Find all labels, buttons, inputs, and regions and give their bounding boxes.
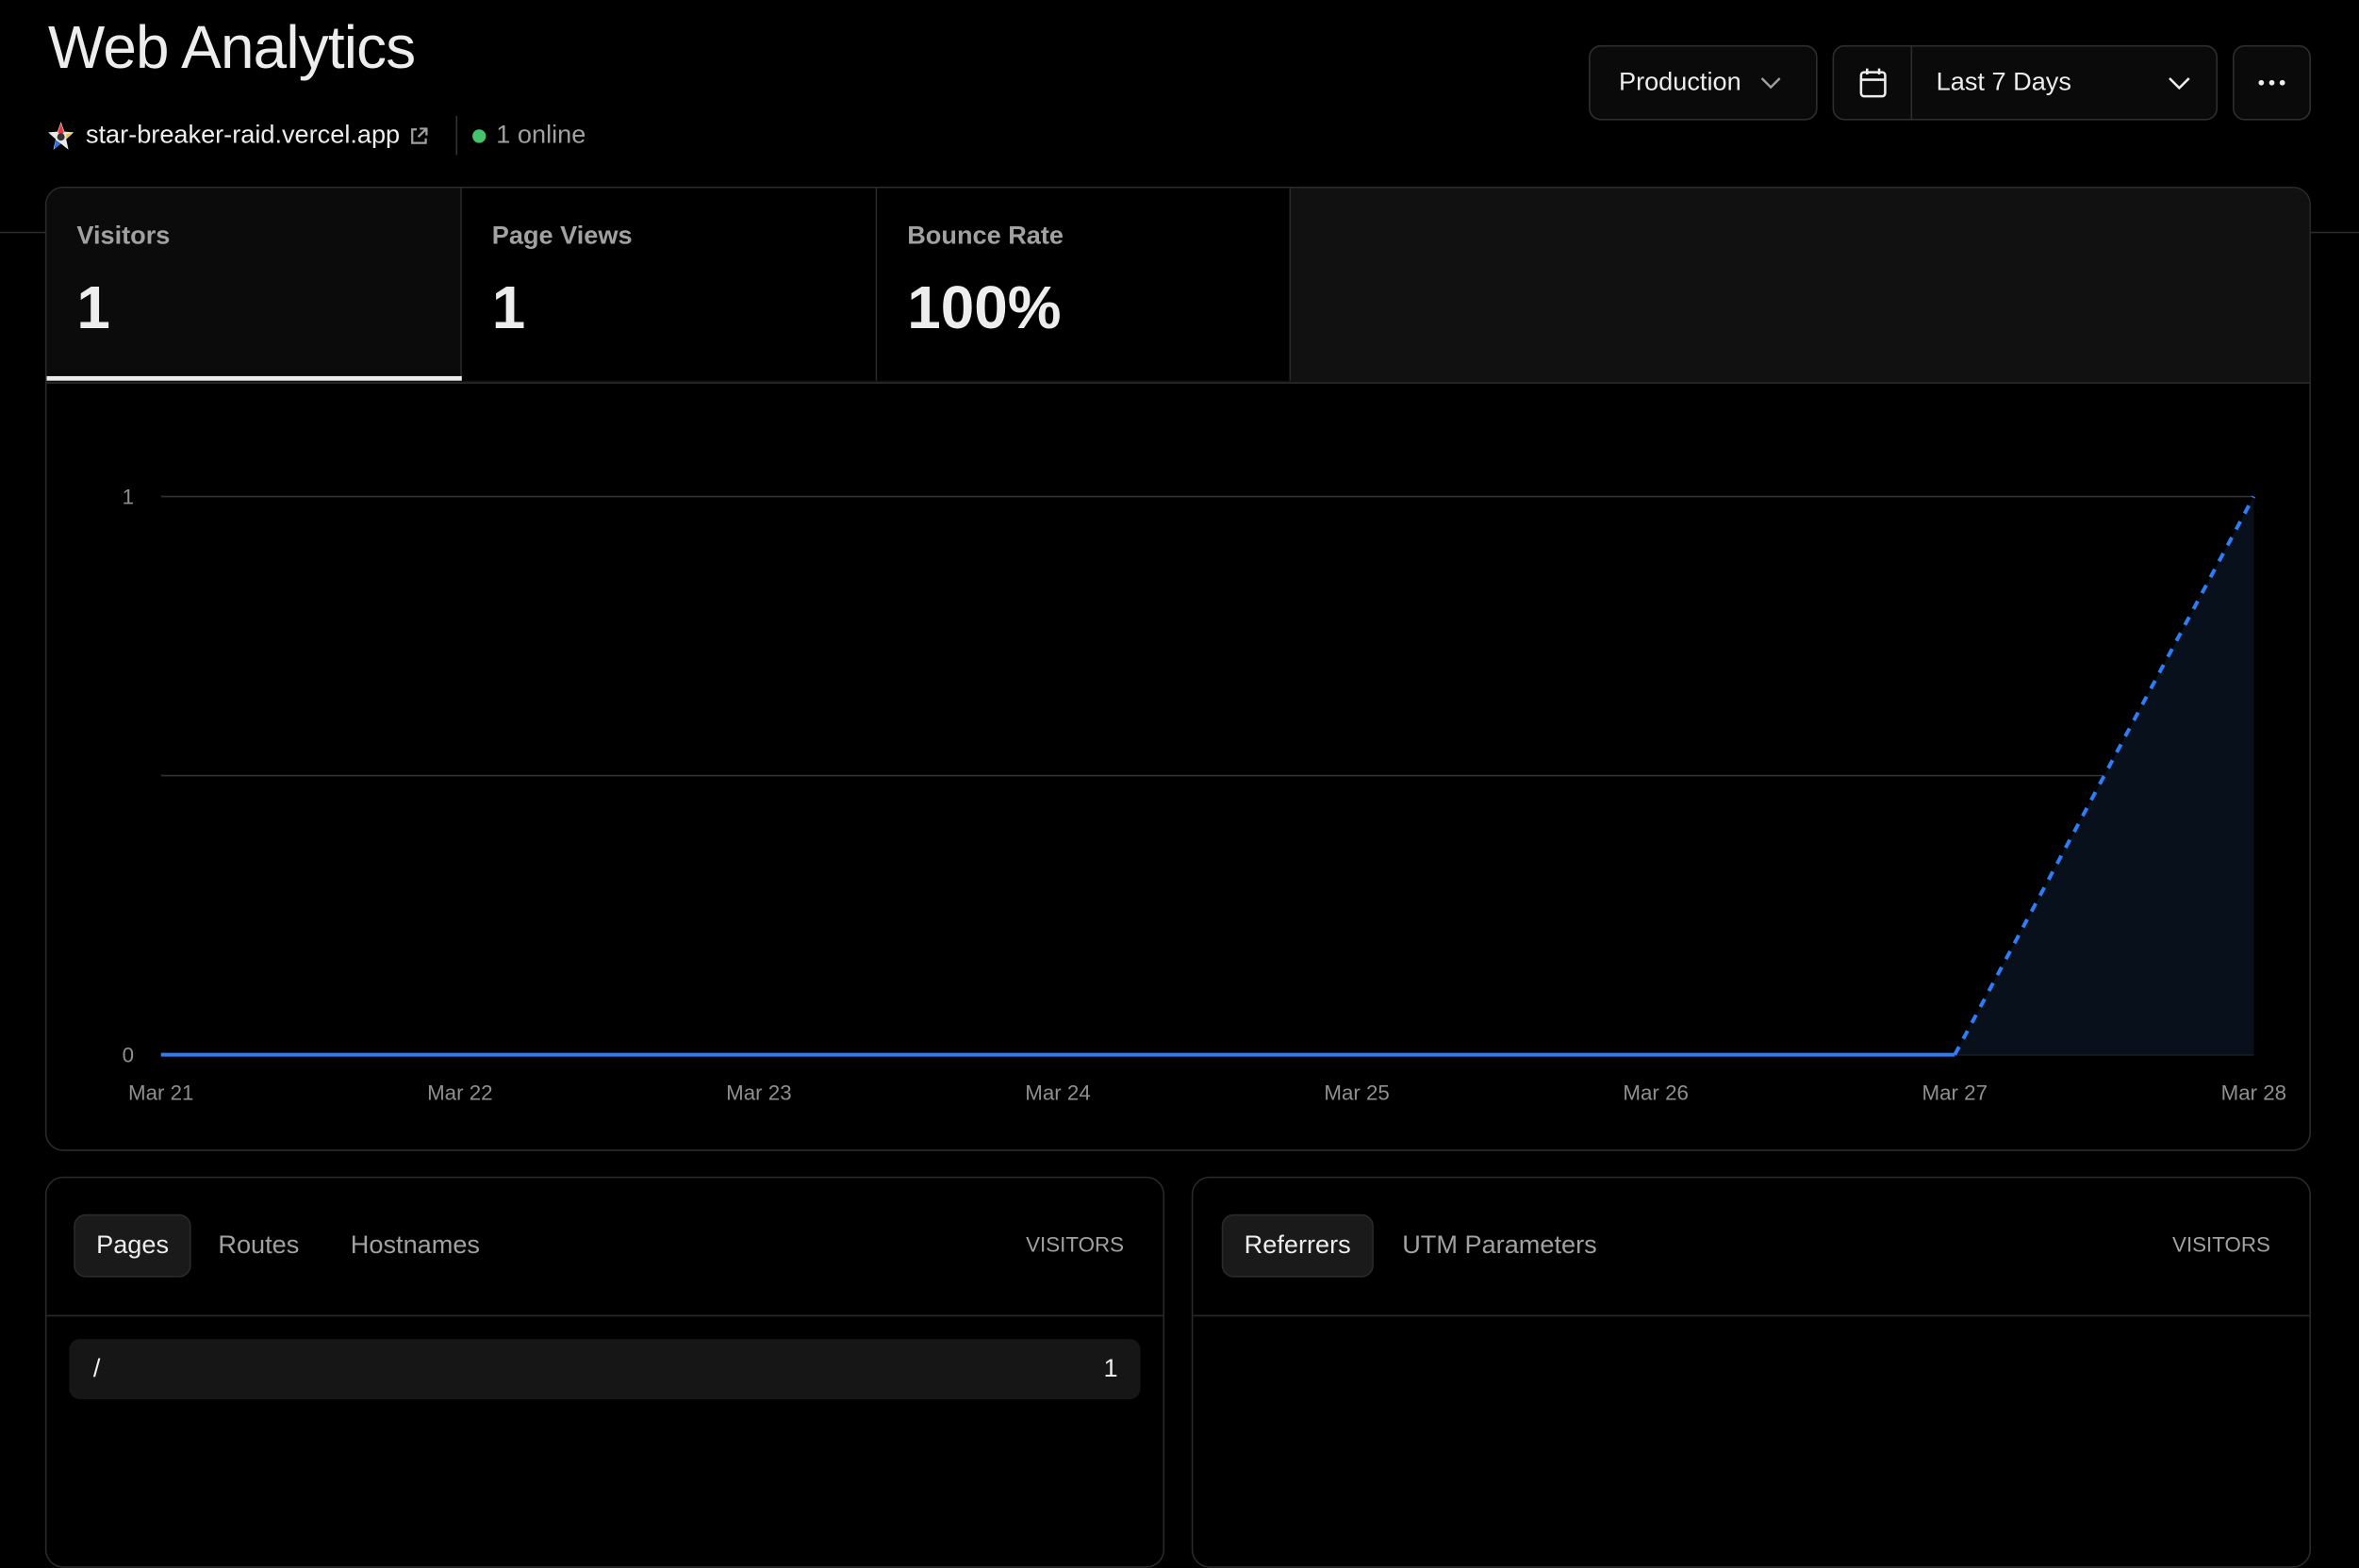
analytics-card: Visitors 1 Page Views 1 Bounce Rate 100%… bbox=[44, 186, 2311, 1151]
tab-pages[interactable]: Pages bbox=[74, 1213, 191, 1278]
metric-label: Bounce Rate bbox=[907, 221, 1064, 250]
y-tick-label: 1 bbox=[123, 486, 134, 509]
metric-value: 100% bbox=[907, 275, 1062, 342]
x-tick-label: Mar 23 bbox=[726, 1081, 792, 1104]
column-header-visitors: VISITORS bbox=[2172, 1231, 2270, 1257]
y-tick-label: 0 bbox=[123, 1044, 134, 1067]
column-header-visitors: VISITORS bbox=[1026, 1231, 1124, 1257]
star-logo-icon bbox=[48, 121, 74, 149]
environment-label: Production bbox=[1618, 67, 1741, 97]
tab-page-views[interactable]: Page Views 1 bbox=[461, 188, 878, 381]
more-options-button[interactable] bbox=[2233, 44, 2311, 121]
active-tab-indicator bbox=[46, 375, 462, 381]
more-icon bbox=[2258, 79, 2285, 86]
external-link-icon[interactable] bbox=[409, 125, 429, 145]
site-info: star-breaker-raid.vercel.app 1 online bbox=[48, 115, 586, 156]
referrers-panel: Referrers UTM Parameters VISITORS bbox=[1191, 1176, 2311, 1568]
chevron-down-icon bbox=[2169, 76, 2190, 90]
x-tick-label: Mar 27 bbox=[1922, 1081, 1988, 1104]
panel-divider bbox=[1193, 1314, 2310, 1317]
divider bbox=[455, 115, 457, 156]
area-fill bbox=[1955, 496, 2254, 1055]
calendar-icon bbox=[1858, 68, 1886, 98]
date-range-label: Last 7 Days bbox=[1936, 67, 2071, 97]
visitors-chart: 0 1 Mar 21 Mar 22 Mar 23 Mar 24 Mar 25 Mar 26 Ma… bbox=[123, 486, 2287, 1105]
tab-referrers[interactable]: Referrers bbox=[1221, 1213, 1374, 1278]
online-count: 1 online bbox=[496, 120, 586, 149]
tab-hostnames[interactable]: Hostnames bbox=[350, 1230, 481, 1260]
series-line-partial bbox=[1953, 495, 2256, 1056]
page-title: Web Analytics bbox=[48, 14, 416, 82]
x-tick-label: Mar 28 bbox=[2221, 1081, 2287, 1104]
tab-visitors[interactable]: Visitors 1 bbox=[46, 188, 462, 381]
tab-bounce-rate[interactable]: Bounce Rate 100% bbox=[877, 188, 1292, 381]
calendar-button[interactable] bbox=[1834, 46, 1913, 120]
tab-utm-parameters[interactable]: UTM Parameters bbox=[1402, 1230, 1597, 1260]
metric-value: 1 bbox=[76, 275, 110, 342]
page-path: / bbox=[92, 1354, 101, 1383]
x-tick-label: Mar 21 bbox=[128, 1081, 194, 1104]
tab-routes[interactable]: Routes bbox=[218, 1230, 300, 1260]
environment-select[interactable]: Production bbox=[1589, 44, 1818, 121]
x-tick-label: Mar 26 bbox=[1623, 1081, 1689, 1104]
panel-divider bbox=[46, 1314, 1163, 1317]
metric-tabs: Visitors 1 Page Views 1 Bounce Rate 100% bbox=[46, 188, 2310, 384]
chevron-down-icon bbox=[1761, 76, 1782, 89]
metric-value: 1 bbox=[491, 275, 526, 342]
site-link[interactable]: star-breaker-raid.vercel.app bbox=[85, 120, 401, 149]
x-tick-label: Mar 25 bbox=[1324, 1081, 1390, 1104]
online-status-dot bbox=[471, 128, 487, 142]
table-row[interactable]: / 1 bbox=[69, 1339, 1141, 1400]
metric-label: Page Views bbox=[491, 221, 633, 250]
x-tick-label: Mar 24 bbox=[1025, 1081, 1091, 1104]
metric-label: Visitors bbox=[76, 221, 171, 250]
x-tick-label: Mar 22 bbox=[427, 1081, 493, 1104]
page-visitors: 1 bbox=[1103, 1354, 1118, 1383]
pages-panel: Pages Routes Hostnames VISITORS / 1 bbox=[44, 1176, 1165, 1568]
date-range-select[interactable]: Last 7 Days bbox=[1832, 44, 2219, 121]
